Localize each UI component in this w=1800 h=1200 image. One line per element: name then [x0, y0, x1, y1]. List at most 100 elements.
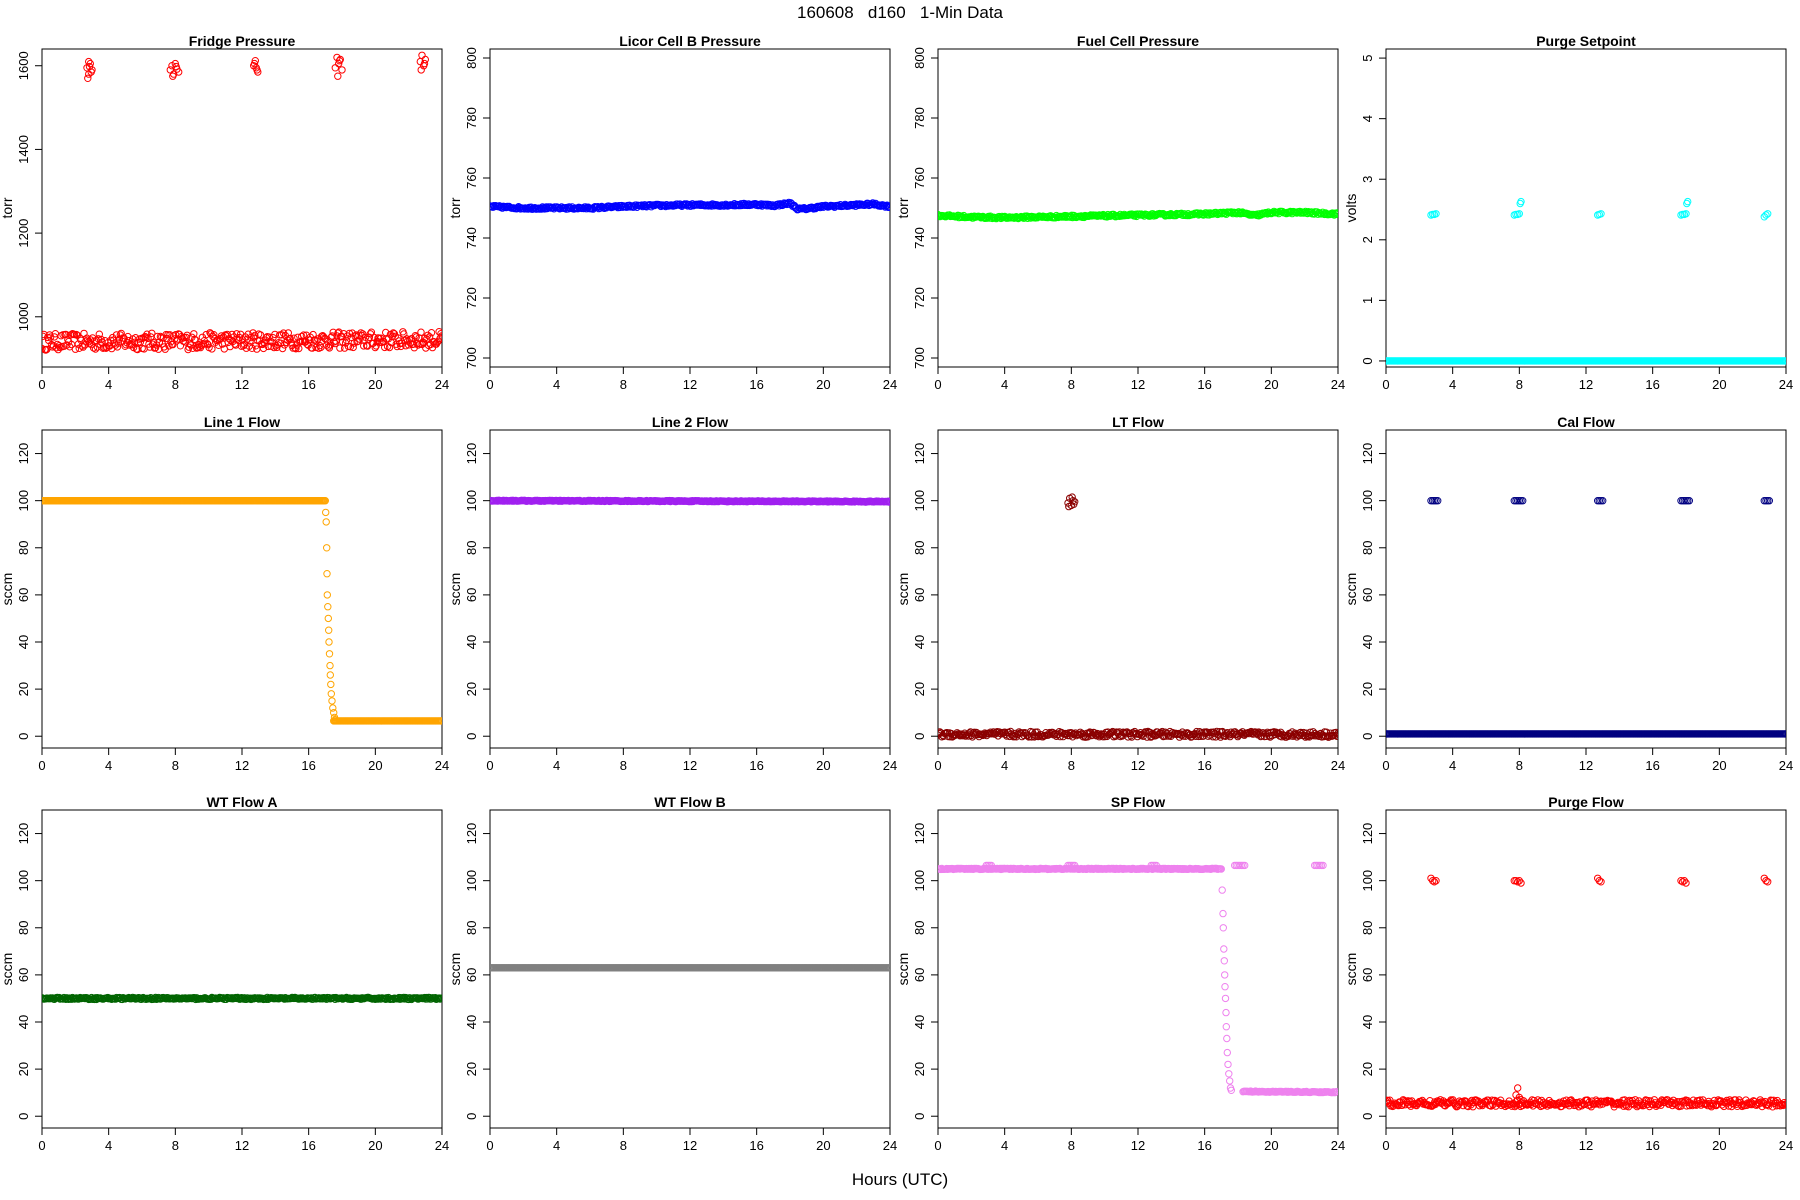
- x-tick-label: 16: [1645, 377, 1659, 392]
- x-tick-label: 4: [105, 1138, 112, 1153]
- y-axis-label: sccm: [0, 573, 15, 606]
- data-point: [329, 328, 337, 336]
- y-tick-label: 20: [912, 682, 927, 696]
- x-tick-label: 24: [883, 1138, 897, 1153]
- data-point: [148, 329, 156, 337]
- data-point: [286, 334, 294, 343]
- x-tick-label: 0: [486, 377, 493, 392]
- data-point: [336, 55, 344, 64]
- y-tick-label: 120: [912, 443, 927, 465]
- data-point: [347, 333, 355, 341]
- x-tick-label: 20: [1264, 1138, 1278, 1153]
- data-point: [349, 343, 357, 352]
- data-point: [319, 333, 328, 341]
- x-tick-label: 8: [172, 758, 179, 773]
- x-tick-label: 16: [1197, 377, 1211, 392]
- panel-title: Cal Flow: [1557, 414, 1615, 430]
- x-tick-label: 16: [301, 377, 315, 392]
- data-point: [437, 330, 442, 338]
- series-points: [938, 207, 1338, 223]
- data-point: [332, 993, 340, 1002]
- y-tick-label: 760: [464, 167, 479, 189]
- x-tick-label: 16: [749, 758, 763, 773]
- data-point: [299, 331, 308, 339]
- data-point: [259, 344, 268, 353]
- x-tick-label: 8: [1068, 377, 1075, 392]
- data-point: [1221, 994, 1230, 1003]
- series-points: [490, 496, 890, 506]
- data-point: [87, 68, 95, 76]
- x-tick-label: 0: [486, 1138, 493, 1153]
- y-tick-label: 100: [16, 870, 31, 892]
- y-tick-label: 3: [1360, 176, 1375, 183]
- y-tick-label: 20: [912, 1062, 927, 1076]
- data-point: [1225, 1070, 1233, 1078]
- x-tick-label: 12: [683, 758, 697, 773]
- data-point: [169, 72, 177, 80]
- data-point: [85, 62, 94, 71]
- data-point: [338, 66, 346, 74]
- data-point: [886, 964, 890, 972]
- data-point: [1035, 732, 1043, 740]
- plot-frame: [937, 48, 1339, 368]
- x-tick-label: 20: [368, 377, 382, 392]
- plot-frame: [1385, 429, 1787, 749]
- y-tick-label: 20: [16, 682, 31, 696]
- data-point: [331, 64, 339, 72]
- data-point: [340, 330, 348, 338]
- data-point: [208, 345, 216, 353]
- data-point: [420, 59, 429, 68]
- y-tick-label: 80: [1360, 541, 1375, 555]
- series-points: [490, 964, 890, 972]
- data-point: [264, 342, 272, 351]
- y-tick-label: 0: [464, 733, 479, 740]
- series-points: [42, 497, 442, 725]
- data-point: [987, 861, 995, 870]
- y-tick-label: 60: [464, 588, 479, 602]
- data-point: [1685, 497, 1694, 505]
- x-tick-label: 20: [816, 1138, 830, 1153]
- y-axis-label: sccm: [1343, 573, 1359, 606]
- y-tick-label: 0: [464, 1113, 479, 1120]
- series-points: [490, 198, 890, 214]
- data-point: [214, 341, 223, 349]
- x-tick-label: 24: [435, 758, 449, 773]
- data-point: [79, 343, 87, 351]
- data-point: [185, 343, 193, 351]
- data-point: [183, 331, 191, 339]
- data-point: [292, 345, 300, 353]
- y-tick-label: 120: [464, 443, 479, 465]
- y-tick-label: 120: [16, 443, 31, 465]
- data-point: [325, 626, 333, 634]
- y-tick-label: 60: [912, 968, 927, 982]
- y-tick-label: 5: [1360, 54, 1375, 61]
- data-point: [1241, 861, 1249, 870]
- series-points: [938, 493, 1338, 741]
- series-points: [42, 51, 442, 354]
- data-point: [84, 74, 92, 83]
- data-point: [1232, 731, 1240, 739]
- x-tick-label: 20: [1712, 377, 1726, 392]
- data-point: [1517, 197, 1525, 206]
- y-axis-label: sccm: [447, 573, 463, 606]
- y-tick-label: 20: [1360, 682, 1375, 696]
- y-tick-label: 20: [16, 1062, 31, 1076]
- y-tick-label: 760: [912, 167, 927, 189]
- data-point: [1765, 497, 1774, 505]
- data-point: [856, 201, 865, 209]
- panel-title: Line 2 Flow: [652, 414, 728, 430]
- x-tick-label: 20: [368, 758, 382, 773]
- plot-frame: [41, 429, 443, 749]
- data-point: [612, 202, 620, 210]
- data-point: [438, 332, 442, 340]
- data-point: [89, 344, 98, 352]
- data-point: [1224, 1060, 1232, 1069]
- data-point: [355, 331, 363, 339]
- data-point: [322, 508, 330, 517]
- data-point: [1158, 727, 1167, 736]
- data-point: [203, 340, 211, 348]
- data-point: [277, 339, 285, 347]
- data-point: [326, 661, 334, 670]
- y-tick-label: 120: [16, 823, 31, 845]
- y-tick-label: 80: [912, 541, 927, 555]
